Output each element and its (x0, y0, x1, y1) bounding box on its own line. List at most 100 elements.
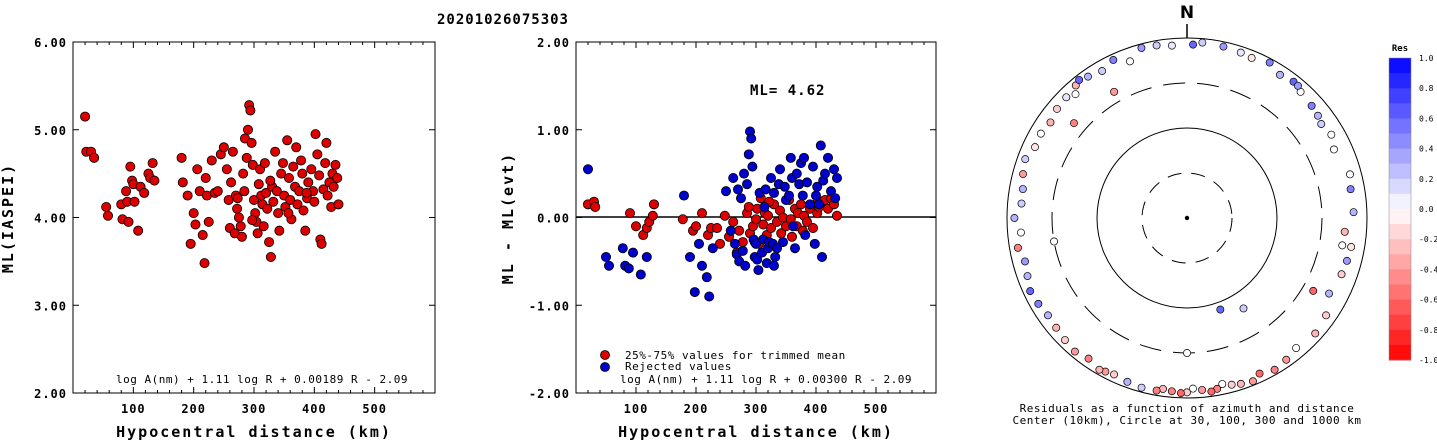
left-data-point (241, 152, 252, 163)
colorbar-tick-label: 0.8 (1419, 84, 1434, 93)
middle-data-point (791, 168, 802, 179)
polar-station-marker (1137, 383, 1146, 392)
polar-station-marker (1282, 355, 1291, 364)
middle-data-point (814, 199, 825, 210)
left-data-point (199, 258, 210, 269)
left-data-point (314, 170, 325, 181)
middle-data-point (817, 251, 828, 262)
middle-data-point (721, 186, 732, 197)
left-data-point (176, 152, 187, 163)
polar-points (1010, 38, 1358, 398)
left-data-point (259, 158, 270, 169)
left-data-point (277, 158, 288, 169)
left-data-point (276, 168, 287, 179)
middle-data-point (800, 230, 811, 241)
middle-data-point (743, 149, 754, 160)
left-y-tick-label: 3.00 (34, 299, 67, 313)
polar-station-marker (1322, 311, 1330, 320)
left-x-ticks: 100 200 300 400 500 (84, 42, 424, 416)
polar-station-marker (1110, 370, 1119, 379)
polar-station-marker (1346, 185, 1355, 194)
left-data-point (310, 129, 321, 140)
left-data-point (247, 159, 258, 170)
polar-station-marker (1189, 40, 1198, 49)
colorbar: Res 1.0 0.8 0.6 0.4 0.2 0.0 -0.2 -0.4 -0.6 -0.8 -1… (1388, 44, 1437, 365)
left-data-point (253, 179, 264, 190)
middle-y-tick-label: 2.00 (537, 36, 570, 50)
middle-data-point (790, 243, 801, 254)
middle-data-point (832, 210, 843, 221)
middle-data-point (766, 223, 777, 234)
middle-data-point (769, 260, 780, 271)
left-data-point (273, 208, 284, 219)
polar-station-marker (1110, 87, 1119, 96)
colorbar-block (1389, 163, 1411, 180)
polar-station-marker (1137, 43, 1146, 52)
middle-data-point (779, 181, 790, 192)
middle-data-point (752, 254, 763, 265)
polar-station-marker (1337, 270, 1346, 279)
middle-data-point (770, 251, 781, 262)
middle-data-point (647, 210, 658, 221)
middle-y-tick-label: 1.00 (537, 124, 570, 138)
left-data-point (133, 225, 144, 236)
middle-data-point (753, 265, 764, 276)
left-data-point (252, 228, 263, 239)
middle-data-point (623, 263, 634, 274)
left-data-point (247, 215, 258, 226)
polar-station-marker (1349, 208, 1358, 217)
middle-data-point (811, 190, 822, 201)
polar-station-marker (1070, 119, 1078, 128)
colorbar-block (1389, 58, 1411, 74)
left-data-point (301, 187, 312, 198)
colorbar-block (1389, 193, 1411, 210)
polar-station-marker (1026, 287, 1035, 296)
middle-data-point (788, 221, 799, 232)
middle-data-point (823, 152, 834, 163)
left-data-point (212, 186, 223, 197)
left-data-point (200, 173, 211, 184)
colorbar-tick-label: 0.0 (1419, 205, 1434, 214)
left-data-point (283, 208, 294, 219)
ring-1000km (1006, 37, 1368, 399)
middle-data-point (689, 287, 700, 298)
left-data-point (328, 181, 339, 192)
left-data-point (147, 158, 158, 169)
middle-data-point (797, 190, 808, 201)
left-data-point (270, 146, 281, 157)
left-y-tick-label: 6.00 (34, 36, 67, 50)
left-data-point (218, 142, 229, 153)
middle-data-point (766, 173, 777, 184)
polar-station-marker (1342, 256, 1351, 265)
polar-station-marker (1167, 41, 1176, 50)
colorbar-frame (1388, 57, 1412, 361)
left-x-tick-label: 400 (302, 402, 327, 416)
colorbar-tick-label: -0.4 (1419, 265, 1437, 274)
middle-data-point (808, 161, 819, 172)
colorbar-tick-label: 0.4 (1419, 145, 1434, 154)
polar-station-marker (1309, 286, 1318, 295)
colorbar-tick-label: -0.2 (1419, 235, 1437, 244)
middle-panel: -2.00 -1.00 0.00 1.00 2.00 100 200 300 400 500 M… (499, 36, 937, 441)
left-data-point (285, 194, 296, 205)
left-x-tick-label: 300 (242, 402, 267, 416)
middle-data-point (772, 243, 783, 254)
middle-x-tick-label: 300 (744, 402, 769, 416)
middle-data-point (628, 247, 639, 258)
polar-station-marker (1084, 354, 1093, 363)
left-data-point (265, 251, 276, 262)
left-x-tick-label: 200 (181, 402, 206, 416)
left-y-axis-label: ML(IASPEI) (0, 163, 17, 273)
colorbar-block (1389, 254, 1411, 270)
left-x-tick-label: 500 (362, 402, 387, 416)
middle-x-axis-label: Hypocentral distance (km) (618, 423, 894, 441)
middle-data-point (784, 190, 795, 201)
middle-data-point (815, 140, 826, 151)
left-data-point (283, 173, 294, 184)
colorbar-title: Res (1392, 44, 1408, 54)
polar-station-marker (1126, 57, 1134, 66)
middle-data-point (649, 199, 660, 210)
legend-label-rejected: Rejected values (625, 360, 732, 373)
left-data-point (129, 196, 140, 207)
polar-station-marker (1325, 289, 1334, 298)
